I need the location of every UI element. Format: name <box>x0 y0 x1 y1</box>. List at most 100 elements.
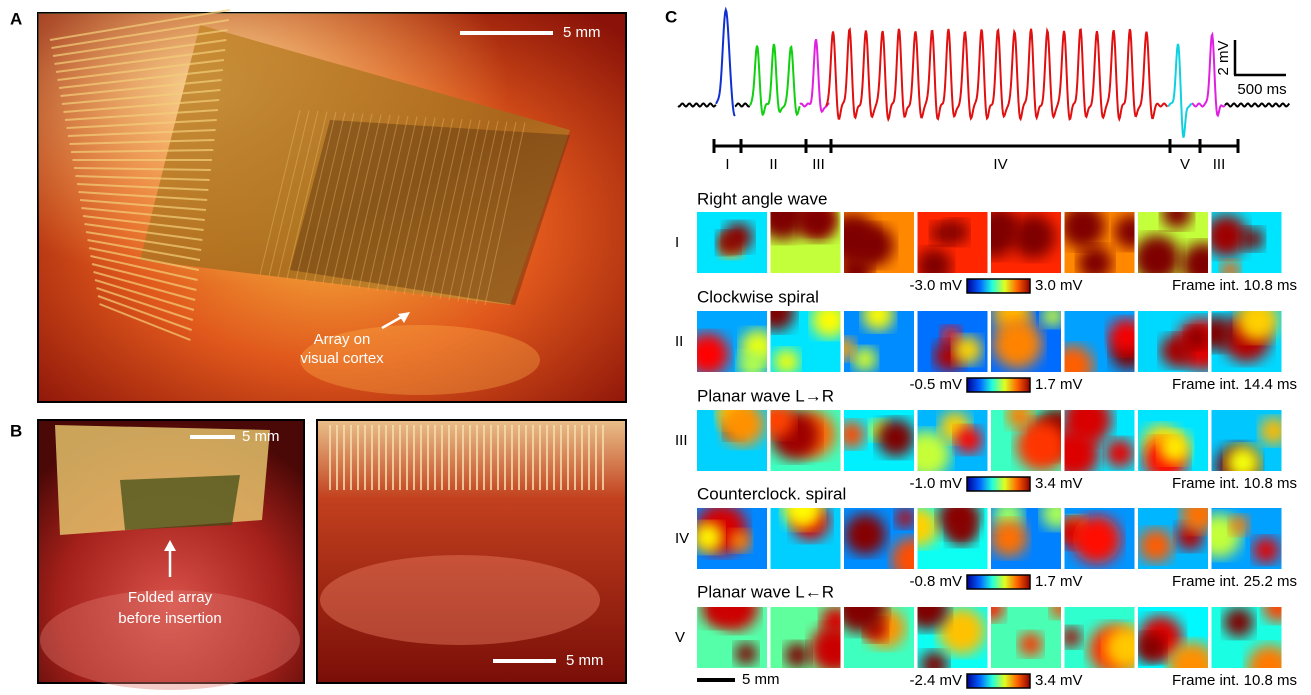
map-blob <box>1105 439 1134 468</box>
colorbar-min: -0.5 mV <box>909 376 962 393</box>
map-blob <box>931 222 954 245</box>
map-frame <box>1061 205 1148 281</box>
map-blob <box>1061 205 1105 249</box>
map-frame <box>1138 410 1208 482</box>
map-frame <box>835 582 914 668</box>
frame-interval: Frame int. 10.8 ms <box>1172 277 1297 294</box>
trace-segment <box>1168 44 1192 138</box>
scale-label: 5 mm <box>563 24 601 41</box>
map-frame <box>687 311 776 380</box>
colorbar-max: 3.4 mV <box>1035 672 1083 689</box>
trace <box>678 10 1289 138</box>
panel-label: C <box>665 7 677 26</box>
map-blob <box>687 333 729 375</box>
map-blob <box>1229 515 1249 535</box>
row-title: Planar wave L→R <box>697 386 834 405</box>
colorbar-max: 1.7 mV <box>1035 376 1083 393</box>
annotation: Array on <box>314 331 371 348</box>
map-blob <box>1133 235 1180 282</box>
map-blob <box>738 351 766 379</box>
scale-label: 2 mV <box>1215 40 1232 75</box>
map-frame <box>918 311 988 372</box>
map-frame <box>1206 212 1282 280</box>
colorbar-max: 3.4 mV <box>1035 475 1083 492</box>
frame-interval: Frame int. 25.2 ms <box>1172 573 1297 590</box>
annotation: before insertion <box>118 610 221 627</box>
map-frame <box>693 504 767 569</box>
map-blob <box>862 299 893 330</box>
phase-label: III <box>812 156 825 173</box>
trace-segment <box>1225 104 1289 107</box>
phase-label: I <box>725 156 729 173</box>
row-title: Planar wave L←R <box>697 582 834 601</box>
figure: 5 mm Array on visual cortex A 5 mm Folde… <box>0 0 1311 695</box>
scale-label: 5 mm <box>742 671 780 688</box>
map-blob <box>735 642 758 665</box>
map-blob <box>1241 227 1264 250</box>
row-label: I <box>675 234 679 251</box>
map-blob <box>1237 300 1279 342</box>
map-blob <box>1159 431 1191 463</box>
map-blob <box>1139 529 1173 563</box>
colorbar <box>967 674 1030 688</box>
trace-segment <box>735 104 750 107</box>
frame-interval: Frame int. 14.4 ms <box>1172 376 1297 393</box>
map-blob <box>895 508 915 528</box>
scale-label: 500 ms <box>1237 81 1286 98</box>
map-blob <box>729 530 751 552</box>
colorbar-min: -3.0 mV <box>909 277 962 294</box>
map-blob <box>1061 627 1082 648</box>
colorbar-min: -0.8 mV <box>909 573 962 590</box>
row-label: IV <box>675 530 689 547</box>
map-blob <box>853 347 877 371</box>
map-blob <box>1078 246 1112 280</box>
map-blob <box>938 496 980 538</box>
map-blob <box>1042 305 1064 327</box>
row-label: V <box>675 629 685 646</box>
map-frame <box>1138 497 1217 569</box>
colorbar <box>967 378 1030 392</box>
colorbar-min: -1.0 mV <box>909 475 962 492</box>
phase-label: II <box>769 156 777 173</box>
map-frame <box>1198 300 1282 372</box>
scale-label: 5 mm <box>242 428 280 445</box>
map-frame <box>903 410 988 478</box>
frame-interval: Frame int. 10.8 ms <box>1172 475 1297 492</box>
map-blob <box>838 421 865 448</box>
map-blob <box>990 520 1027 557</box>
phase-label: IV <box>993 156 1007 173</box>
trace-segment <box>800 39 829 111</box>
map-blob <box>721 402 765 446</box>
map-frame <box>917 212 988 283</box>
map-frame <box>1057 508 1135 569</box>
map-frame <box>697 212 767 273</box>
map-frame <box>697 396 767 471</box>
map-blob <box>1162 198 1192 228</box>
colorbar <box>967 279 1030 293</box>
map-blob <box>1161 335 1194 368</box>
map-blob <box>785 643 810 668</box>
map-frame <box>1133 198 1225 286</box>
map-blob <box>724 223 753 252</box>
map-frame <box>979 595 1072 668</box>
map-frame <box>1048 395 1134 479</box>
map-blob <box>877 419 915 457</box>
map-blob <box>1016 420 1067 471</box>
map-blob <box>993 319 1042 368</box>
map-blob <box>693 523 723 553</box>
colorbar <box>967 575 1030 589</box>
map-rows: Right angle waveI-3.0 mV3.0 mVFrame int.… <box>675 189 1297 690</box>
map-frame <box>838 410 915 471</box>
map-blob <box>1260 417 1288 445</box>
map-blob <box>835 582 886 633</box>
map-frame <box>1061 607 1148 674</box>
trace-segment <box>678 104 716 107</box>
phase-timeline: IIIIIIIVVIII <box>714 139 1238 173</box>
panel-label: A <box>10 9 22 28</box>
row-title: Counterclock. spiral <box>697 484 846 503</box>
map-blob <box>1011 214 1055 258</box>
map-blob <box>953 336 982 365</box>
map-blob <box>1253 537 1279 563</box>
trace-segment <box>826 29 1168 120</box>
phase-label: V <box>1180 156 1190 173</box>
